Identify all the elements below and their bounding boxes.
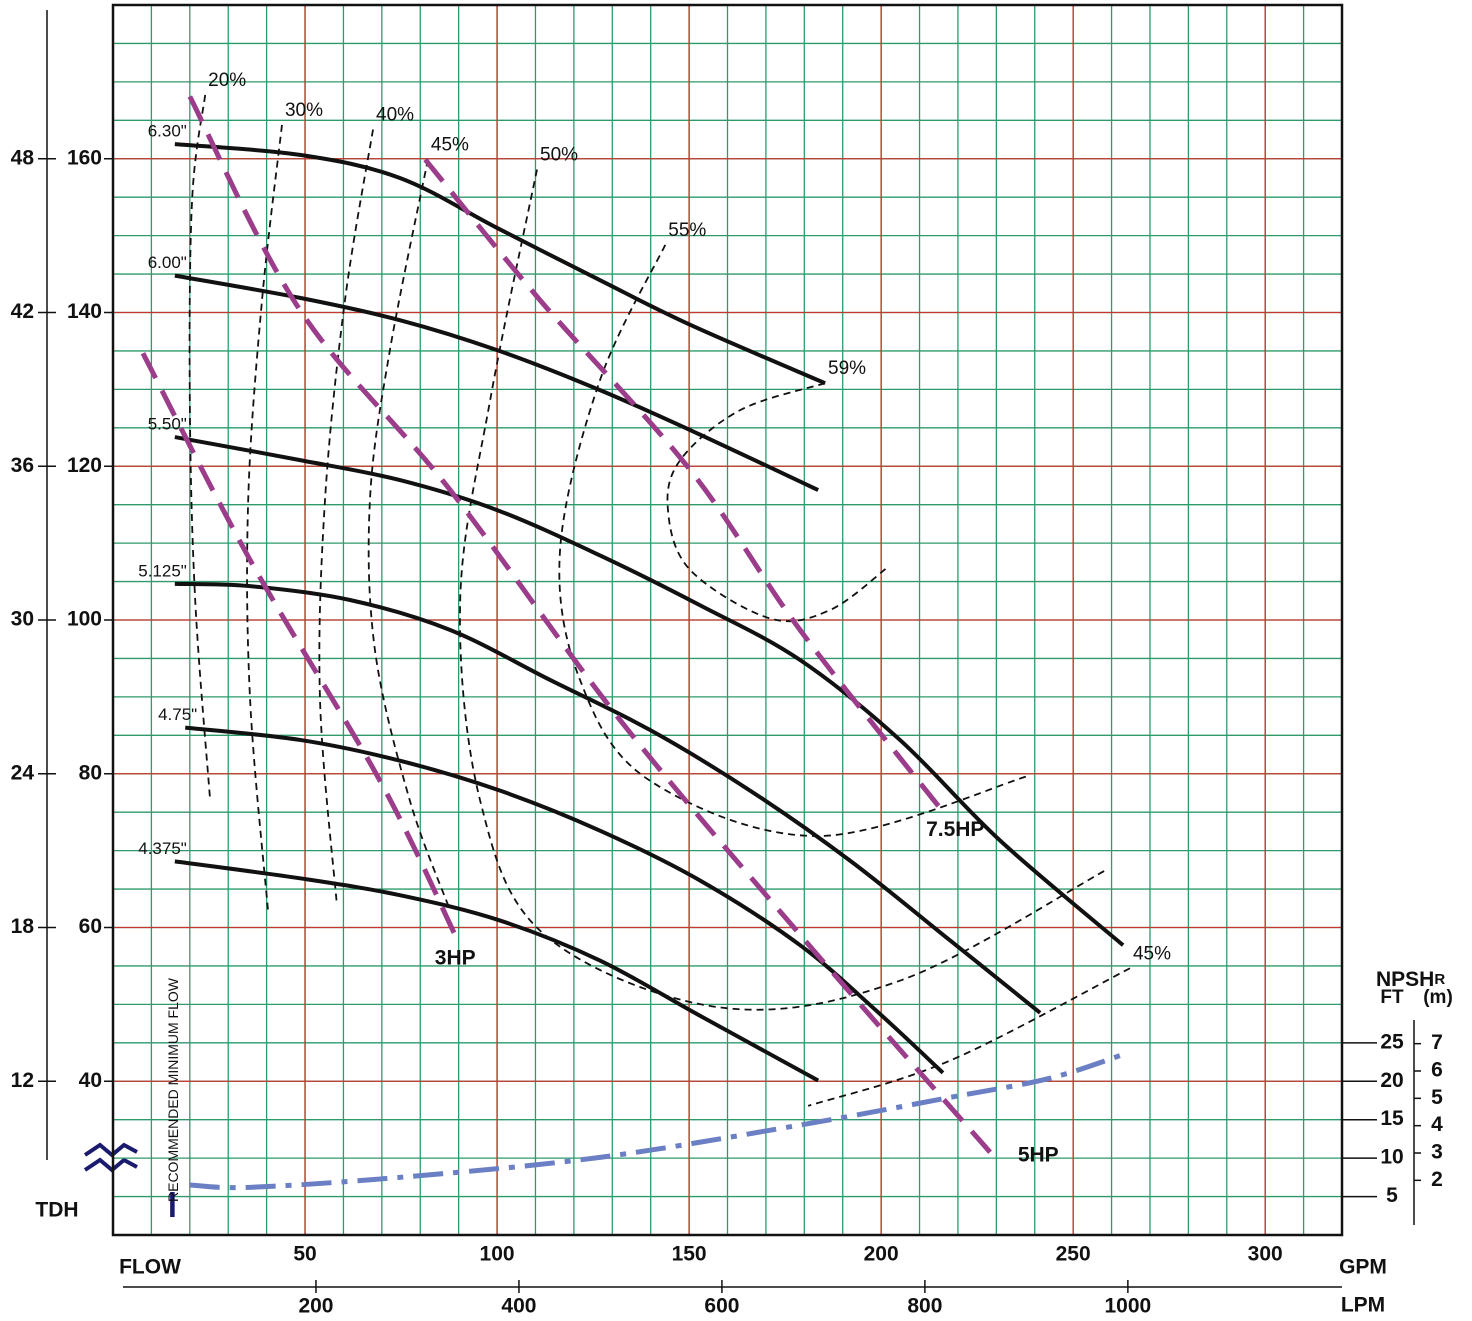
impeller-curve	[174, 142, 826, 386]
power-curve	[140, 352, 458, 937]
efficiency-label: 59%	[828, 358, 866, 379]
y2-tick-label: 36	[11, 454, 34, 477]
npsh-label: NPSHR	[1376, 968, 1445, 991]
power-curve	[423, 157, 943, 810]
npsh-curve	[189, 1050, 1129, 1191]
x2-unit: LPM	[1341, 1294, 1385, 1317]
power-curve	[187, 95, 996, 1158]
x-tick-label: 250	[1056, 1243, 1091, 1266]
impeller-curve	[184, 725, 945, 1075]
npsh-ft-label: FT	[1380, 987, 1404, 1008]
impeller-curve	[174, 435, 1125, 947]
x-tick-label: 300	[1248, 1243, 1283, 1266]
npsh-tick-label: 20	[1380, 1069, 1403, 1092]
efficiency-label: 45%	[431, 135, 469, 156]
efficiency-curve	[246, 124, 283, 913]
npsh-tick-label: 15	[1380, 1107, 1404, 1130]
efficiency-curve	[666, 382, 889, 623]
efficiency-label: 20%	[208, 70, 246, 91]
y-axis-label: TDH	[35, 1199, 78, 1222]
y2-tick-label: 24	[11, 761, 35, 784]
impeller-curve	[174, 581, 1042, 1015]
npsh-m-tick-label: 3	[1431, 1141, 1443, 1164]
efficiency-label: 55%	[668, 220, 706, 241]
plot-frame	[111, 3, 1344, 1237]
npsh-label-main: NPSH	[1376, 968, 1434, 991]
efficiency-label: 40%	[376, 105, 414, 126]
x2-tick-label: 200	[298, 1295, 333, 1318]
efficiency-curve	[318, 129, 374, 906]
y-tick-label: 100	[67, 608, 102, 631]
x-axis-label: FLOW	[119, 1256, 181, 1279]
power-label: 5HP	[1018, 1143, 1059, 1166]
npsh-m-tick-label: 5	[1431, 1086, 1443, 1109]
y-tick-label: 40	[79, 1069, 102, 1092]
npsh-m-label: (m)	[1423, 987, 1453, 1008]
y-tick-label: 160	[67, 146, 102, 169]
impeller-label: 6.30"	[148, 122, 187, 141]
npsh-m-tick-label: 6	[1431, 1059, 1443, 1082]
impeller-label: 6.00"	[148, 253, 187, 272]
npsh-tick-label: 10	[1380, 1146, 1403, 1169]
y-tick-label: 80	[79, 761, 102, 784]
y2-tick-label: 42	[11, 300, 34, 323]
impeller-label: 5.50"	[148, 415, 187, 434]
efficiency-curve	[188, 94, 212, 801]
efficiency-curve	[459, 169, 1106, 1011]
y-tick-label: 60	[79, 915, 102, 938]
efficiency-curve	[367, 159, 452, 911]
npsh-m-tick-label: 7	[1431, 1031, 1443, 1054]
efficiency-label: 30%	[285, 100, 323, 121]
efficiency-curve	[558, 244, 1031, 837]
impeller-label: 4.375"	[138, 839, 187, 858]
x2-tick-label: 400	[501, 1295, 536, 1318]
y2-tick-label: 48	[11, 146, 35, 169]
y2-tick-label: 30	[11, 608, 34, 631]
x2-tick-label: 800	[907, 1295, 942, 1318]
y2-tick-label: 18	[11, 915, 35, 938]
efficiency-curve	[807, 967, 1131, 1107]
x-unit: GPM	[1339, 1256, 1387, 1279]
power-label: 3HP	[435, 947, 476, 970]
x2-tick-label: 600	[704, 1295, 739, 1318]
impeller-curve	[174, 859, 820, 1083]
min-flow-label: RECOMMENDED MINIMUM FLOW	[165, 977, 181, 1202]
impeller-curve	[174, 273, 819, 492]
npsh-tick-label: 25	[1380, 1030, 1404, 1053]
npsh-m-tick-label: 4	[1431, 1113, 1443, 1136]
npsh-m-tick-label: 2	[1431, 1168, 1443, 1191]
y2-tick-label: 12	[11, 1069, 34, 1092]
efficiency-label: 50%	[540, 145, 578, 166]
npsh-label-sub: R	[1434, 971, 1445, 988]
y-tick-label: 120	[67, 454, 102, 477]
impeller-label: 5.125"	[138, 561, 187, 580]
x-tick-label: 150	[672, 1243, 707, 1266]
x-tick-label: 100	[480, 1243, 515, 1266]
y-tick-label: 140	[67, 300, 102, 323]
npsh-tick-label: 5	[1386, 1184, 1398, 1207]
impeller-label: 4.75"	[158, 705, 197, 724]
x-tick-label: 50	[293, 1243, 316, 1266]
x2-tick-label: 1000	[1105, 1295, 1152, 1318]
power-label: 7.5HP	[926, 818, 984, 841]
x-tick-label: 200	[864, 1243, 899, 1266]
min-flow-marker	[170, 1192, 175, 1217]
efficiency-label: 45%	[1133, 943, 1171, 964]
